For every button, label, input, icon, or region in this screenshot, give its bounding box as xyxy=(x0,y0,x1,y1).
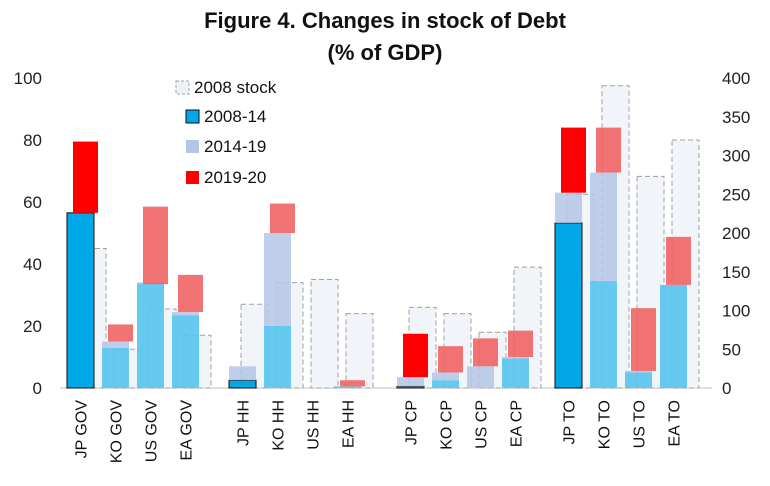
bar-2014-19 xyxy=(397,377,424,387)
bar-2008-14 xyxy=(264,326,291,388)
bar-2014-19 xyxy=(555,192,582,223)
category-label: JP HH xyxy=(236,400,253,446)
chart-title-line2: (% of GDP) xyxy=(328,40,443,65)
category-labels: JP GOV KO GOV US GOV EA GOV JP HH KO HH US HH E… xyxy=(74,400,684,463)
y-right-tick-label: 200 xyxy=(722,224,750,243)
category-label: US TO xyxy=(632,400,649,448)
y-left-tick-label: 0 xyxy=(33,379,42,398)
bar-2014-19 xyxy=(625,370,652,373)
bar-2008-14 xyxy=(172,315,199,388)
bar-2014-19 xyxy=(502,357,529,359)
bar-2019-20 xyxy=(438,346,463,373)
bar-2019-20 xyxy=(666,236,691,285)
bar-2019-20 xyxy=(508,330,533,357)
legend-swatch-c0814 xyxy=(185,109,200,124)
bar-2008-stock xyxy=(310,279,339,389)
bar-2014-19 xyxy=(229,366,256,381)
bar-2008-14 xyxy=(102,347,129,388)
bar-2014-19 xyxy=(432,372,459,381)
y-right-tick-label: 100 xyxy=(722,302,750,321)
bar-2008-14 xyxy=(137,282,164,388)
legend-label-stock2008: 2008 stock xyxy=(194,78,277,97)
category-label: EA GOV xyxy=(179,400,196,461)
bar-2019-20 xyxy=(561,127,586,193)
bars xyxy=(66,85,700,389)
y-left-tick-label: 80 xyxy=(23,131,42,150)
bar-2008-14 xyxy=(396,385,425,389)
bar-2008-14 xyxy=(502,358,529,388)
bar-2014-19 xyxy=(172,312,199,316)
bar-2008-14 xyxy=(625,372,652,388)
category-label: US CP xyxy=(474,400,491,449)
bar-2008-14 xyxy=(660,284,687,388)
y-left-tick-label: 60 xyxy=(23,193,42,212)
y-right-tick-label: 50 xyxy=(722,340,741,359)
axes: 0 20 40 60 80 100 0 50 100 150 200 250 300 350 400 xyxy=(14,69,751,398)
y-right-tick-label: 250 xyxy=(722,185,750,204)
legend-label-c1419: 2014-19 xyxy=(204,137,266,156)
y-left-tick-label: 20 xyxy=(23,317,42,336)
category-label: JP GOV xyxy=(74,400,91,459)
bar-2014-19 xyxy=(264,233,291,326)
y-left-tick-label: 100 xyxy=(14,69,42,88)
y-right-tick-label: 400 xyxy=(722,69,750,88)
bar-2014-19 xyxy=(467,366,494,388)
bar-2019-20 xyxy=(473,338,498,367)
category-label: US GOV xyxy=(144,400,161,463)
category-label: JP CP xyxy=(404,400,421,445)
bar-2008-14 xyxy=(432,380,459,388)
bar-2019-20 xyxy=(403,333,428,378)
legend-swatch-c1920 xyxy=(186,171,199,184)
bar-2008-14 xyxy=(554,222,583,389)
bar-2008-14 xyxy=(66,212,95,389)
bar-2019-20 xyxy=(108,324,133,342)
bar-2008-14 xyxy=(228,379,257,389)
category-label: EA CP xyxy=(509,400,526,447)
category-label: EA HH xyxy=(341,400,358,448)
category-label: KO TO xyxy=(597,400,614,449)
legend: 2008 stock 2008-14 2014-19 2019-20 xyxy=(175,78,277,187)
bar-2019-20 xyxy=(340,380,365,387)
bar-2019-20 xyxy=(143,206,168,285)
category-label: JP TO xyxy=(562,400,579,444)
bar-2014-19 xyxy=(102,341,129,348)
bar-2019-20 xyxy=(596,127,621,173)
bar-2019-20 xyxy=(178,274,203,313)
legend-swatch-c1419 xyxy=(186,140,199,153)
category-label: KO HH xyxy=(271,400,288,451)
legend-label-c1920: 2019-20 xyxy=(204,168,266,187)
category-label: US HH xyxy=(306,400,323,450)
category-label: KO GOV xyxy=(109,400,126,463)
bar-2019-20 xyxy=(270,203,295,233)
legend-label-c0814: 2008-14 xyxy=(204,107,266,126)
y-right-tick-label: 0 xyxy=(722,379,731,398)
chart-title-line1: Figure 4. Changes in stock of Debt xyxy=(204,8,567,33)
y-right-tick-label: 350 xyxy=(722,108,750,127)
bar-2019-20 xyxy=(631,308,656,371)
y-left-tick-label: 40 xyxy=(23,255,42,274)
legend-swatch-stock2008 xyxy=(175,80,190,95)
bar-2019-20 xyxy=(73,141,98,213)
y-right-tick-label: 150 xyxy=(722,263,750,282)
bar-2008-14 xyxy=(590,281,617,388)
category-label: KO CP xyxy=(439,400,456,450)
bar-2008-14 xyxy=(334,386,361,388)
bar-2008-stock xyxy=(345,313,374,389)
category-label: EA TO xyxy=(667,400,684,447)
y-right-tick-label: 300 xyxy=(722,147,750,166)
bar-2014-19 xyxy=(590,172,617,282)
